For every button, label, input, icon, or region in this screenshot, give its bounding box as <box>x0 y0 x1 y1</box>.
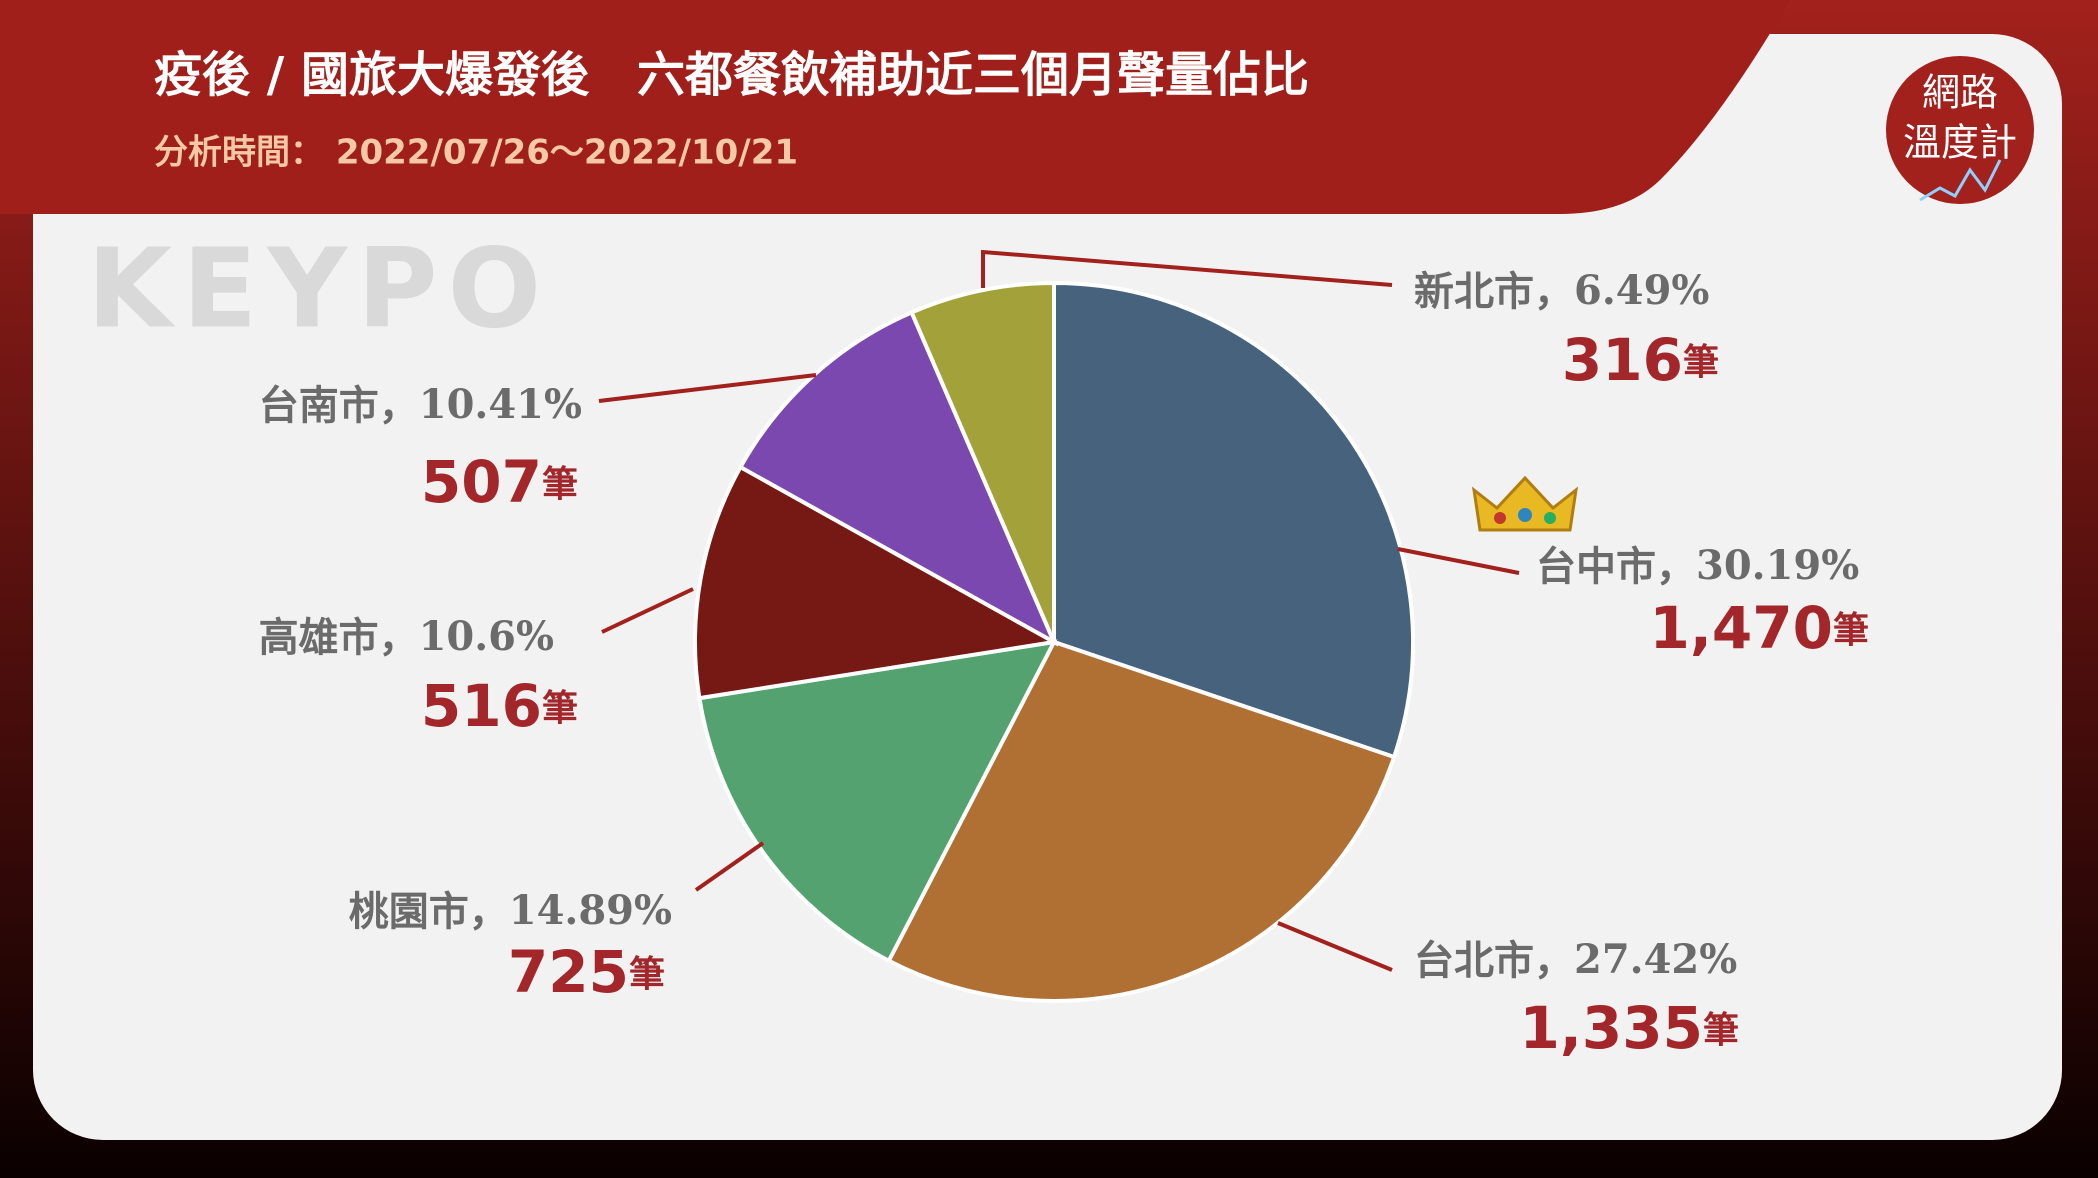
pie-slice <box>697 639 1058 964</box>
percent-label: 10.41% <box>419 381 582 428</box>
category-name: 台北市 <box>1414 938 1534 984</box>
leader-line <box>1277 921 1393 972</box>
count-label: 316筆 <box>1562 326 1719 394</box>
count-value: 516 <box>421 672 542 740</box>
logo-wave <box>1919 159 2002 202</box>
count-unit: 筆 <box>542 688 578 729</box>
count-value: 316 <box>1562 326 1683 394</box>
count-unit: 筆 <box>1703 1010 1739 1051</box>
separator: ， <box>469 889 509 935</box>
percent-label: 27.42% <box>1574 936 1737 983</box>
separator: ， <box>1534 269 1574 315</box>
header-band <box>0 0 1790 214</box>
crown <box>1471 475 1579 532</box>
separator: ， <box>1534 938 1574 984</box>
count-unit: 筆 <box>629 954 665 995</box>
leader-line <box>1397 547 1520 575</box>
category-name: 新北市 <box>1414 269 1534 315</box>
leader-line <box>981 249 1393 288</box>
pie-slice <box>886 639 1397 1003</box>
count-unit: 筆 <box>1683 342 1719 383</box>
slice-label: 新北市，6.49% <box>1414 267 1709 315</box>
percent-label: 6.49% <box>1574 267 1709 314</box>
leader-line <box>598 373 817 403</box>
chart-title: 疫後 / 國旅大爆發後 六都餐飲補助近三個月聲量佔比 <box>154 47 1309 103</box>
count-value: 507 <box>421 448 542 516</box>
count-unit: 筆 <box>542 464 578 505</box>
logo-text: 網路 <box>1922 71 1998 115</box>
logo-text: 溫度計 <box>1903 121 2017 165</box>
separator: ， <box>1656 544 1696 590</box>
count-label: 516筆 <box>421 672 578 740</box>
slice-label: 桃園市，14.89% <box>349 887 672 935</box>
chart-subtitle: 分析時間： 2022/07/26～2022/10/21 <box>154 133 798 173</box>
category-name: 台南市 <box>259 383 379 429</box>
count-unit: 筆 <box>1833 610 1869 651</box>
leader-line <box>601 587 694 634</box>
pie-slice <box>693 464 1061 701</box>
percent-label: 10.6% <box>419 613 554 660</box>
separator: ， <box>379 615 419 661</box>
slice-label: 台北市，27.42% <box>1414 936 1737 984</box>
pie-slice <box>909 280 1056 643</box>
leader-line <box>694 841 765 892</box>
category-name: 台中市 <box>1536 544 1656 590</box>
slice-label: 台南市，10.41% <box>259 381 582 429</box>
count-value: 725 <box>508 938 629 1006</box>
percent-label: 14.89% <box>509 887 672 934</box>
watermark: KEYPO <box>87 224 551 352</box>
count-label: 725筆 <box>508 938 665 1006</box>
category-name: 高雄市 <box>259 615 379 661</box>
percent-label: 30.19% <box>1696 542 1859 589</box>
slice-label: 高雄市，10.6% <box>259 613 554 661</box>
count-label: 1,335筆 <box>1520 994 1739 1062</box>
pie-slice <box>1052 280 1415 760</box>
count-label: 1,470筆 <box>1650 594 1869 662</box>
category-name: 桃園市 <box>349 889 469 935</box>
count-label: 507筆 <box>421 448 578 516</box>
separator: ， <box>379 383 419 429</box>
slice-label: 台中市，30.19% <box>1536 542 1859 590</box>
count-value: 1,470 <box>1650 594 1833 662</box>
count-value: 1,335 <box>1520 994 1703 1062</box>
